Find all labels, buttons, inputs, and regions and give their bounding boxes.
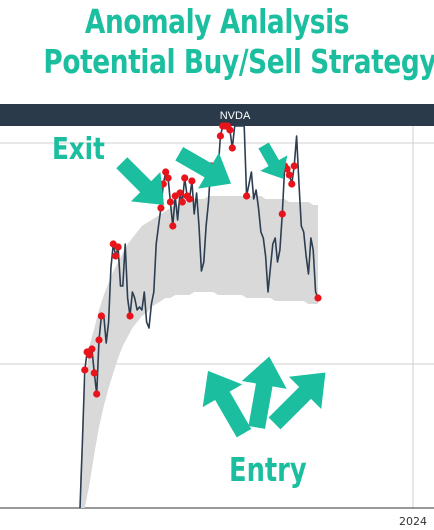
anomaly-point <box>283 165 291 173</box>
exit-label: Exit <box>52 133 105 167</box>
anomaly-point <box>164 174 172 182</box>
price-line <box>79 125 319 509</box>
anomaly-point <box>162 168 170 176</box>
entry-arrow-3 <box>268 372 326 430</box>
anomaly-point <box>81 366 89 374</box>
anomaly-point <box>228 144 236 152</box>
anomaly-point <box>278 210 286 218</box>
exit-arrow-3 <box>258 142 288 179</box>
title-line-1: Anomaly Anlalysis <box>84 2 350 41</box>
chart-title: NVDA <box>220 110 251 122</box>
anomaly-point <box>157 204 165 212</box>
anomaly-point <box>97 312 105 320</box>
entry-label: Entry <box>229 451 307 489</box>
anomaly-band <box>80 196 318 508</box>
chart-header-bar <box>0 104 434 126</box>
entry-arrow-2 <box>241 356 287 429</box>
anomaly-point <box>181 174 189 182</box>
anomaly-point <box>166 198 174 206</box>
anomaly-point <box>185 195 194 203</box>
anomaly-point <box>169 222 177 230</box>
anomaly-point <box>88 345 96 353</box>
anomaly-point <box>188 177 196 185</box>
title-line-2: Potential Buy/Sell Strategy <box>43 42 434 81</box>
anomaly-point <box>314 294 322 302</box>
anomaly-point <box>178 198 186 206</box>
anomaly-point <box>112 252 120 260</box>
anomaly-point <box>114 243 122 251</box>
anomaly-point <box>290 162 298 170</box>
anomaly-point <box>90 369 98 377</box>
entry-arrow-1 <box>202 370 252 438</box>
anomaly-point <box>126 312 134 320</box>
x-tick-label: 2024 <box>399 515 427 528</box>
anomaly-point <box>243 192 251 200</box>
anomaly-point <box>93 390 101 398</box>
anomaly-point <box>288 180 296 188</box>
exit-arrow-2 <box>175 146 232 189</box>
anomaly-point <box>285 171 293 179</box>
anomaly-point <box>176 189 184 197</box>
anomaly-point <box>85 351 94 359</box>
anomaly-point <box>226 126 234 134</box>
anomaly-point <box>216 132 224 140</box>
exit-arrow-1 <box>116 157 165 206</box>
anomaly-point <box>95 336 103 344</box>
